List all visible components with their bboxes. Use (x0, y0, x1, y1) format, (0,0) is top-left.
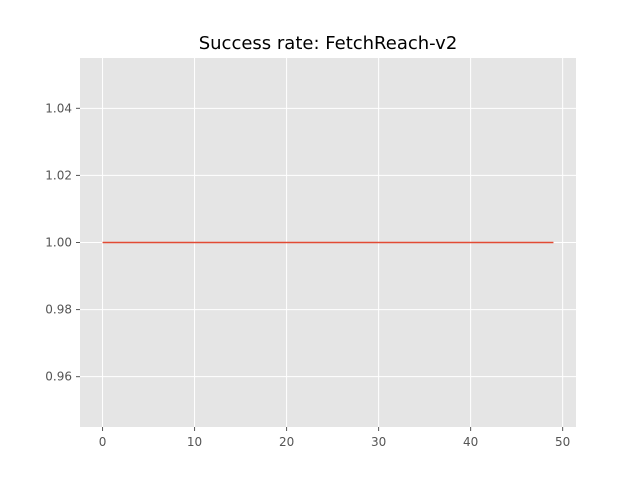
y-tick-label: 1.02 (45, 168, 72, 182)
y-tick-label: 1.04 (45, 101, 72, 115)
x-tick-label: 20 (279, 435, 294, 449)
y-axis: 0.96 0.98 1.00 1.02 1.04 (45, 101, 80, 384)
x-tick-label: 50 (555, 435, 570, 449)
x-axis: 0 10 20 30 40 50 (99, 427, 570, 449)
y-tick-label: 1.00 (45, 236, 72, 250)
x-tick-label: 40 (463, 435, 478, 449)
x-tick-label: 10 (187, 435, 202, 449)
x-tick-label: 0 (99, 435, 107, 449)
y-tick-label: 0.98 (45, 303, 72, 317)
chart-title: Success rate: FetchReach-v2 (199, 33, 458, 54)
y-tick-label: 0.96 (45, 370, 72, 384)
x-tick-label: 30 (371, 435, 386, 449)
